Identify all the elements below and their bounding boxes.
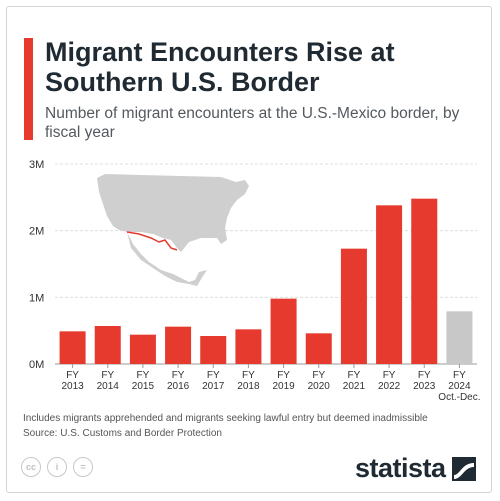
equals-noderivs-icon[interactable]: =: [73, 457, 93, 477]
license-icons: cc i =: [21, 457, 93, 477]
x-tick-label: 2016: [167, 381, 190, 392]
bar[interactable]: [305, 333, 332, 364]
x-tick-label: 2020: [308, 381, 331, 392]
bar[interactable]: [59, 331, 86, 364]
title-accent-bar: [24, 38, 33, 140]
statista-mark-icon: [451, 456, 476, 481]
person-attribution-icon[interactable]: i: [47, 457, 67, 477]
bars: [59, 198, 473, 364]
x-tick-label: 2018: [237, 381, 260, 392]
x-tick-label: 2015: [132, 381, 155, 392]
x-tick-label: 2014: [97, 381, 120, 392]
map-icon: [97, 174, 249, 286]
y-tick-label: 2M: [29, 226, 44, 238]
cc-license-icon[interactable]: cc: [21, 457, 41, 477]
bar[interactable]: [165, 326, 192, 364]
chart-title: Migrant Encounters Rise at Southern U.S.…: [45, 37, 395, 97]
x-tick-label: FY: [277, 370, 290, 381]
bar[interactable]: [411, 198, 438, 364]
y-tick-label: 0M: [29, 359, 44, 371]
x-tick-label: 2022: [378, 381, 401, 392]
x-tick-label: FY: [348, 370, 361, 381]
note-definition: Includes migrants apprehended and migran…: [23, 413, 428, 424]
x-tick-label: FY: [453, 370, 466, 381]
x-tick-label: 2023: [413, 381, 436, 392]
x-tick-label: FY: [207, 370, 220, 381]
x-tick-label: FY: [418, 370, 431, 381]
bar[interactable]: [340, 248, 367, 364]
x-tick-label: 2024: [448, 381, 471, 392]
x-tick-label: FY: [137, 370, 150, 381]
chart-notes: Includes migrants apprehended and migran…: [23, 411, 488, 441]
bar[interactable]: [235, 329, 262, 364]
bar[interactable]: [446, 311, 473, 364]
x-tick-label: FY: [101, 370, 114, 381]
x-tick-label: FY: [312, 370, 325, 381]
bar[interactable]: [129, 334, 156, 364]
x-tick-label: 2017: [202, 381, 225, 392]
x-tick-label: FY: [66, 370, 79, 381]
x-tick-label: FY: [172, 370, 185, 381]
bar[interactable]: [376, 205, 403, 364]
y-tick-label: 1M: [29, 292, 44, 304]
brand-name: statista: [355, 453, 446, 483]
statista-logo[interactable]: statista: [355, 453, 476, 484]
us-mexico-map: [97, 174, 249, 286]
bar[interactable]: [270, 298, 297, 364]
x-tick-label: FY: [242, 370, 255, 381]
x-tick-label: 2019: [272, 381, 295, 392]
x-tick-label: 2013: [61, 381, 84, 392]
southern-border-line: [126, 231, 178, 251]
chart-subtitle: Number of migrant encounters at the U.S.…: [45, 105, 460, 141]
bar[interactable]: [94, 326, 121, 364]
x-tick-label: FY: [383, 370, 396, 381]
y-tick-label: 3M: [29, 159, 44, 171]
y-tick-labels: 0M 1M 2M 3M: [29, 159, 44, 371]
bar[interactable]: [200, 336, 227, 364]
infographic-card: Migrant Encounters Rise at Southern U.S.…: [6, 6, 492, 493]
x-tick-labels: FY2013FY2014FY2015FY2016FY2017FY2018FY20…: [61, 364, 481, 402]
x-tick-label: Oct.-Dec.: [438, 392, 480, 402]
x-tick-label: 2021: [343, 381, 366, 392]
bar-chart: FY2013FY2014FY2015FY2016FY2017FY2018FY20…: [29, 159, 481, 402]
note-source: Source: U.S. Customs and Border Protecti…: [23, 428, 222, 439]
